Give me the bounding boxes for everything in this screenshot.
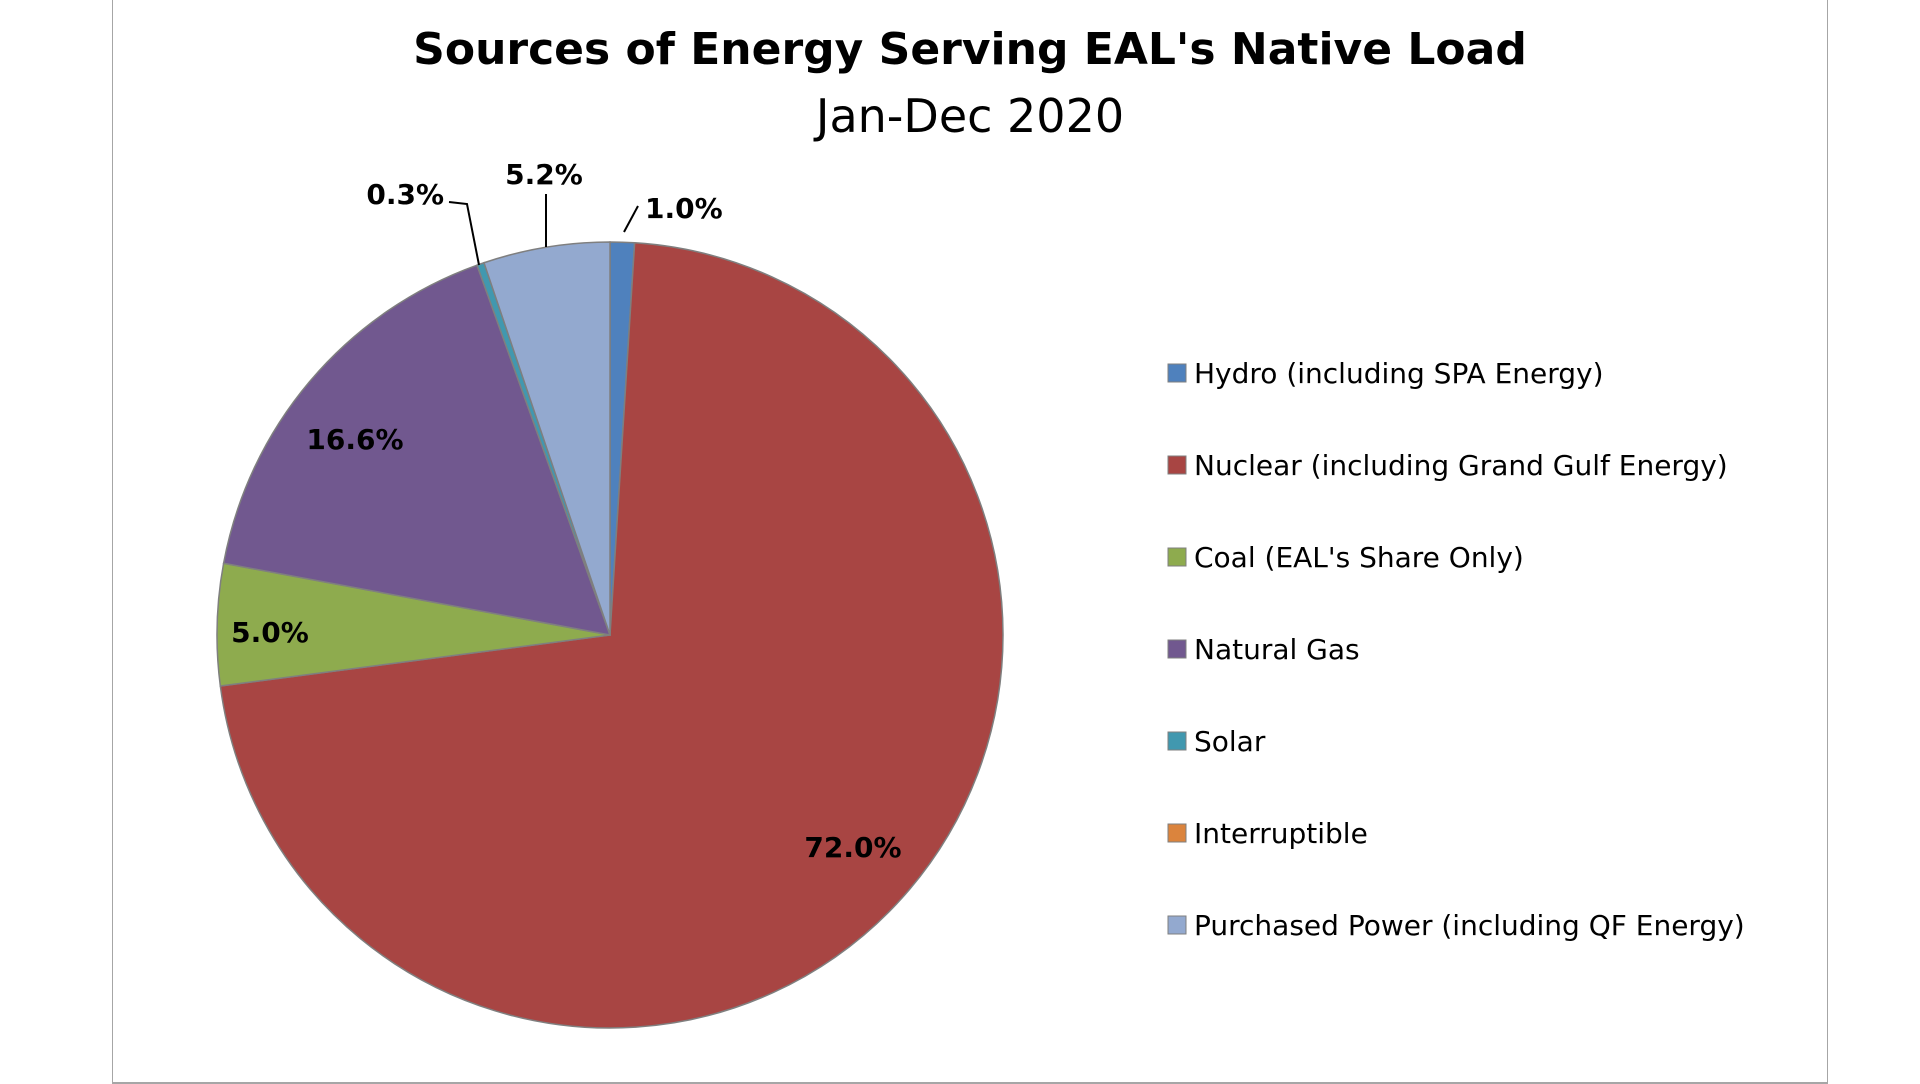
legend-label-hydro-including-spa-energy: Hydro (including SPA Energy) [1194, 357, 1604, 390]
legend-item-solar: Solar [1167, 725, 1266, 758]
pie-slice-nuclear-including-grand-gulf-energy [219, 241, 1004, 1029]
legend-label-solar: Solar [1194, 725, 1266, 758]
legend-swatch-hydro-including-spa-energy [1167, 363, 1187, 383]
data-labels: 1.0% 72.0% 5.0% 16.6% 0.3% 5.2% [231, 158, 901, 864]
data-label-hydro-including-spa-energy: 1.0% [645, 192, 723, 225]
pie-slice-natural-gas [222, 264, 612, 636]
pie-slices [216, 241, 1004, 1029]
legend-item-purchased-power-including-qf-energy: Purchased Power (including QF Energy) [1167, 909, 1745, 942]
legend-item-nuclear-including-grand-gulf-energy: Nuclear (including Grand Gulf Energy) [1167, 449, 1728, 482]
chart-title: Sources of Energy Serving EAL's Native L… [413, 24, 1527, 75]
data-label-purchased-power-including-qf-energy: 5.2% [505, 158, 583, 191]
legend-item-coal-eal-s-share-only: Coal (EAL's Share Only) [1167, 541, 1524, 574]
leader-lines [448, 194, 639, 266]
legend-swatch-coal-eal-s-share-only [1167, 547, 1187, 567]
legend-swatch-nuclear-including-grand-gulf-energy [1167, 455, 1187, 475]
legend-label-natural-gas: Natural Gas [1194, 633, 1360, 666]
legend-item-interruptible: Interruptible [1167, 817, 1368, 850]
data-label-coal-eal-s-share-only: 5.0% [231, 616, 309, 649]
data-label-solar: 0.3% [366, 178, 444, 211]
legend-item-natural-gas: Natural Gas [1167, 633, 1360, 666]
chart-subtitle: Jan-Dec 2020 [813, 89, 1124, 143]
leader-line-solar [448, 201, 480, 266]
legend-label-coal-eal-s-share-only: Coal (EAL's Share Only) [1194, 541, 1524, 574]
legend-swatch-interruptible [1167, 823, 1187, 843]
legend-label-nuclear-including-grand-gulf-energy: Nuclear (including Grand Gulf Energy) [1194, 449, 1728, 482]
leader-line-hydro-including-spa-energy [623, 205, 639, 233]
data-label-natural-gas: 16.6% [306, 423, 403, 456]
legend-label-interruptible: Interruptible [1194, 817, 1368, 850]
legend-swatch-natural-gas [1167, 639, 1187, 659]
legend-swatch-solar [1167, 731, 1187, 751]
legend-swatch-purchased-power-including-qf-energy [1167, 915, 1187, 935]
legend-label-purchased-power-including-qf-energy: Purchased Power (including QF Energy) [1194, 909, 1745, 942]
data-label-nuclear-including-grand-gulf-energy: 72.0% [804, 831, 901, 864]
legend: Hydro (including SPA Energy) Nuclear (inc… [1167, 357, 1745, 942]
pie-slice-purchased-power-including-qf-energy [483, 241, 611, 636]
legend-item-hydro-including-spa-energy: Hydro (including SPA Energy) [1167, 357, 1604, 390]
